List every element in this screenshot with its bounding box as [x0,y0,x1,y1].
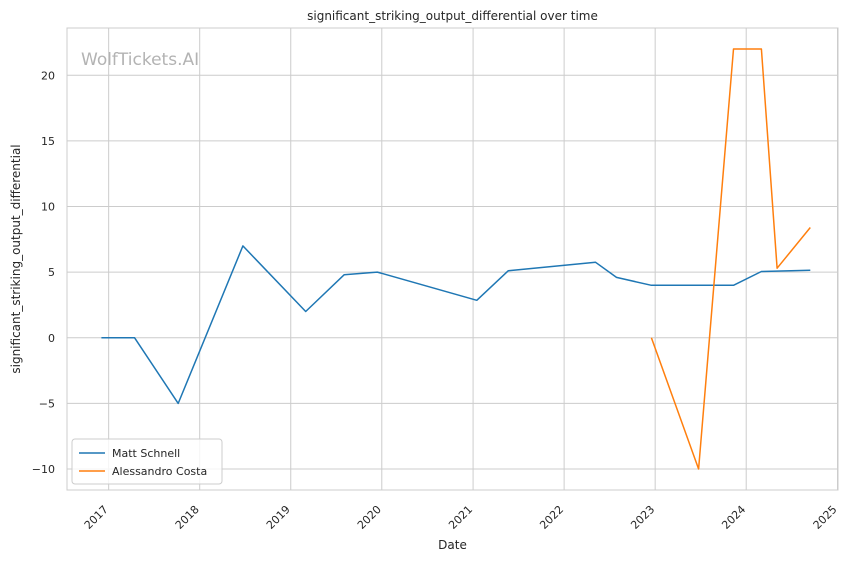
watermark: WolfTickets.AI [81,50,199,70]
data-point-matt-schnell [809,269,811,271]
data-point-matt-schnell [650,284,652,286]
axes-frame [66,27,839,491]
legend: Matt Schnell Alessandro Costa [71,438,223,485]
y-axis-label: significant_striking_output_differential [9,144,23,373]
x-tick-label: 2020 [355,503,384,532]
data-point-alessandro-costa [809,227,811,229]
y-tick-label: 20 [41,69,55,82]
x-tick-label: 2017 [82,503,111,532]
data-point-matt-schnell [476,299,478,301]
data-point-matt-schnell [595,261,597,263]
data-point-matt-schnell [242,245,244,247]
legend-entry-alessandro-costa: Alessandro Costa [112,465,207,478]
series-line-alessandro-costa [650,48,811,470]
y-tick-label: 5 [48,266,55,279]
x-tick-label: 2021 [446,503,475,532]
data-point-matt-schnell [616,276,618,278]
data-point-alessandro-costa [732,48,734,50]
y-tick-label: 15 [41,135,55,148]
y-tick-label: −10 [32,463,55,476]
plot-area-border [66,27,839,491]
y-tick-label: 0 [48,332,55,345]
x-tick-label: 2022 [537,503,566,532]
data-point-alessandro-costa [776,267,778,269]
x-tick-label: 2018 [173,503,202,532]
data-point-matt-schnell [376,271,378,273]
data-point-matt-schnell [134,337,136,339]
data-point-alessandro-costa [698,468,700,470]
data-point-alessandro-costa [760,48,762,50]
data-point-matt-schnell [305,311,307,313]
chart-title: significant_striking_output_differential… [307,9,598,23]
data-point-matt-schnell [343,274,345,276]
series-line-matt-schnell [101,245,811,405]
data-point-matt-schnell [507,270,509,272]
x-tick-label: 2019 [264,503,293,532]
x-tick-label: 2024 [719,503,748,532]
data-point-matt-schnell [760,270,762,272]
legend-box [71,438,223,485]
y-tick-label: −5 [39,397,55,410]
x-tick-label: 2023 [628,503,657,532]
data-point-matt-schnell [100,337,102,339]
legend-entry-matt-schnell: Matt Schnell [112,447,180,460]
x-axis-label: Date [438,538,467,552]
data-point-alessandro-costa [650,337,652,339]
data-point-matt-schnell [177,402,179,404]
data-point-matt-schnell [732,284,734,286]
x-tick-label: 2025 [811,503,840,532]
series-layer [100,48,811,470]
grid [67,28,839,490]
y-tick-label: 10 [41,201,55,214]
